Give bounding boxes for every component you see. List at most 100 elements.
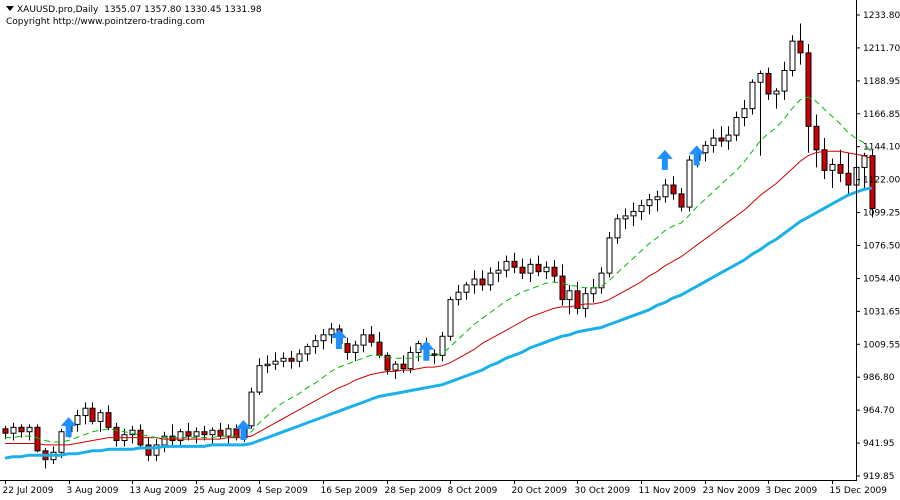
up-arrow-icon [235, 420, 252, 441]
candle-body [606, 237, 613, 274]
candle-body [209, 429, 216, 436]
candle-body [733, 116, 740, 136]
candle-body [749, 81, 756, 110]
time-tick-label: 15 Dec 2009 [830, 486, 888, 496]
candle-body [376, 341, 383, 356]
candle-body [797, 40, 804, 54]
time-tick-label: 3 Aug 2009 [67, 486, 119, 496]
price-tick-label: 1076.50 [863, 242, 900, 252]
candle-body [519, 266, 526, 274]
price-tick-label: 1144.10 [863, 143, 900, 153]
candle-body [503, 260, 510, 271]
candle-body [495, 269, 502, 274]
candle-body [821, 149, 828, 171]
dropdown-triangle-icon[interactable] [6, 6, 14, 11]
candle-body [598, 272, 605, 289]
candle-body [272, 360, 279, 365]
candle-body [638, 205, 645, 212]
candle-body [566, 290, 573, 301]
candle-body [813, 125, 820, 151]
candle-body [487, 272, 494, 286]
candle-body [344, 343, 351, 353]
candle-body [439, 335, 446, 356]
time-tick-label: 11 Nov 2009 [639, 486, 697, 496]
candle-body [622, 215, 629, 220]
candle-body [264, 363, 271, 367]
candle-body [741, 108, 748, 118]
candle-body [471, 278, 478, 286]
price-tick-label: 1009.55 [863, 340, 900, 350]
candle-body [82, 407, 89, 417]
candle-body [702, 144, 709, 154]
candle-body [551, 266, 558, 277]
candle-body [535, 263, 542, 273]
candle-body [360, 334, 367, 346]
price-tick-label: 1099.25 [863, 209, 900, 219]
candle-body [511, 260, 518, 268]
candle-body [678, 193, 685, 208]
candle-body [97, 412, 104, 422]
time-tick-label: 8 Oct 2009 [448, 486, 498, 496]
up-arrow-icon [418, 340, 435, 361]
candle-body [574, 290, 581, 309]
candle-body [543, 266, 550, 273]
time-tick-label: 3 Dec 2009 [766, 486, 818, 496]
candle-body [773, 90, 780, 95]
candle-body [89, 407, 96, 422]
candle-body [368, 334, 375, 343]
candle-body [384, 354, 391, 371]
time-tick-label: 30 Oct 2009 [575, 486, 631, 496]
price-tick-label: 964.70 [863, 406, 895, 416]
candle-body [296, 353, 303, 362]
candle-body [248, 391, 255, 427]
candle-body [225, 428, 232, 437]
symbol-timeframe: XAUUSD.pro,Daily [17, 5, 99, 15]
candle-body [662, 184, 669, 198]
candle-body [392, 363, 399, 371]
candle-body [18, 426, 25, 433]
candle-body [455, 291, 462, 301]
candle-body [10, 426, 17, 434]
up-arrow-icon [60, 417, 77, 438]
candle-wicks [5, 23, 873, 469]
candle-body [781, 70, 788, 92]
candle-body [34, 426, 41, 452]
candle-body [217, 429, 224, 437]
candle-body [105, 412, 112, 428]
candle-body [113, 426, 120, 442]
chart-header: XAUUSD.pro,Daily 1355.07 1357.80 1330.45… [6, 5, 262, 15]
ema-fast-line [5, 96, 872, 443]
candle-body [328, 328, 335, 336]
up-arrow-icon [688, 145, 705, 166]
candle-body [479, 278, 486, 286]
candle-body [725, 134, 732, 142]
price-tick-label: 919.85 [863, 472, 895, 482]
price-tick-label: 1166.85 [863, 110, 900, 120]
candle-body [177, 431, 184, 442]
candle-body [312, 340, 319, 348]
candle-body [614, 218, 621, 239]
up-arrow-icon [330, 328, 347, 349]
price-tick-label: 986.80 [863, 373, 895, 383]
candle-body [193, 431, 200, 437]
candle-body [789, 40, 796, 72]
price-tick-label: 1031.65 [863, 307, 900, 317]
candle-body [869, 155, 876, 210]
time-tick-label: 28 Sep 2009 [385, 486, 442, 496]
time-tick-label: 13 Aug 2009 [130, 486, 188, 496]
candle-body [765, 72, 772, 95]
candle-body [559, 275, 566, 301]
ema-mid-line [5, 150, 872, 446]
candle-body [829, 163, 836, 171]
candle-body [718, 137, 725, 142]
candle-body [201, 431, 208, 436]
price-tick-label: 1233.80 [863, 11, 900, 21]
time-tick-label: 23 Nov 2009 [703, 486, 761, 496]
candle-body [837, 163, 844, 174]
candle-body [129, 429, 136, 436]
candle-body [304, 346, 311, 355]
candle-body [710, 137, 717, 146]
candle-body [646, 199, 653, 207]
